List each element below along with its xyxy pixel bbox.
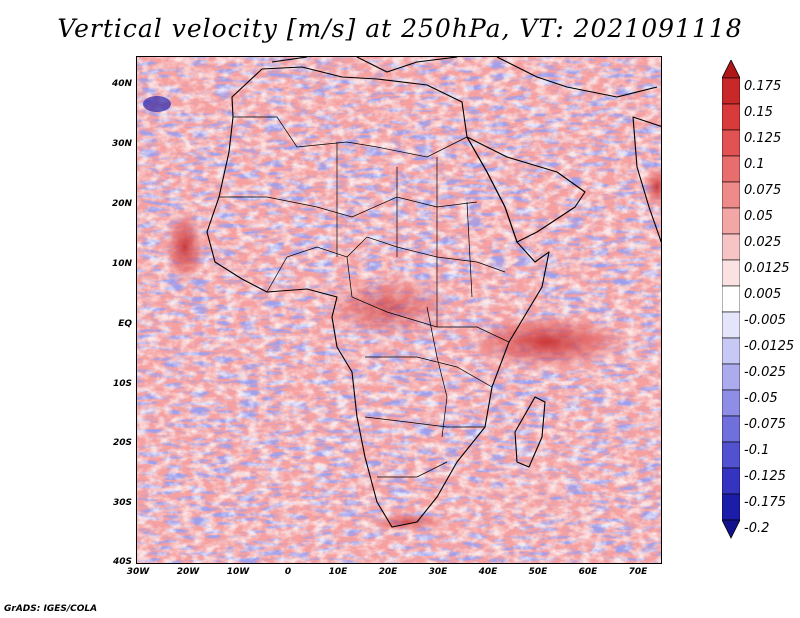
colorbar-label: -0.025 <box>744 365 786 380</box>
colorbar-cell <box>722 311 740 339</box>
colorbar-cell <box>722 233 740 261</box>
colorbar-label: 0.075 <box>744 183 782 198</box>
colorbar-cell <box>722 129 740 157</box>
colorbar-label: 0.05 <box>744 209 773 224</box>
lon-label-60e: 60E <box>578 567 598 577</box>
colorbar-label: -0.2 <box>744 521 770 536</box>
descent-region-atlantic <box>143 96 171 112</box>
colorbar-label: 0.025 <box>744 235 782 250</box>
colorbar-cell <box>722 181 740 209</box>
colorbar-label: -0.0125 <box>744 339 795 354</box>
colorbar-label: 0.125 <box>744 131 782 146</box>
lat-label-20s: 20S <box>112 438 132 448</box>
europe-coastline <box>271 57 658 98</box>
lat-label-20n: 20N <box>111 199 132 209</box>
country-borders <box>219 116 510 478</box>
lat-label-30s: 30S <box>112 498 132 508</box>
velocity-map <box>136 56 662 564</box>
colorbar-cell <box>722 207 740 235</box>
lon-label-20e: 20E <box>378 567 398 577</box>
coastlines <box>206 57 661 528</box>
colorbar-cells <box>722 60 740 539</box>
africa-coastline <box>206 66 550 528</box>
lon-label-70e: 70E <box>628 567 648 577</box>
lat-label-40n: 40N <box>111 79 132 89</box>
ascent-region-south-africa <box>367 512 447 532</box>
arabia-coastline <box>466 136 586 243</box>
map-title: Vertical velocity [m/s] at 250hPa, VT: 2… <box>57 14 743 43</box>
colorbar <box>722 60 740 539</box>
ascent-region-india <box>643 167 661 207</box>
lat-label-eq: EQ <box>118 319 132 329</box>
lat-label-40s: 40S <box>112 557 132 567</box>
ascent-region-indian-ocean <box>457 312 637 372</box>
lon-label-30w: 30W <box>126 567 150 577</box>
colorbar-cell <box>722 155 740 183</box>
colorbar-label: -0.075 <box>744 417 786 432</box>
lat-label-10n: 10N <box>111 259 132 269</box>
colorbar-cell <box>722 285 740 313</box>
lon-label-10w: 10W <box>226 567 250 577</box>
colorbar-top-arrow <box>722 60 740 79</box>
colorbar-cell <box>722 103 740 131</box>
colorbar-cell <box>722 77 740 105</box>
colorbar-cell <box>722 389 740 417</box>
velocity-field <box>137 57 661 563</box>
colorbar-cell <box>722 467 740 495</box>
colorbar-label: -0.05 <box>744 391 778 406</box>
lat-label-10s: 10S <box>112 379 132 389</box>
colorbar-label: 0.005 <box>744 287 782 302</box>
colorbar-label: 0.175 <box>744 79 782 94</box>
lon-label-20w: 20W <box>176 567 200 577</box>
colorbar-label: -0.175 <box>744 495 786 510</box>
india-coastline <box>632 116 661 243</box>
colorbar-cell <box>722 259 740 287</box>
lat-label-30n: 30N <box>111 139 132 149</box>
lon-label-40e: 40E <box>478 567 498 577</box>
colorbar-label: -0.125 <box>744 469 786 484</box>
colorbar-cell <box>722 363 740 391</box>
colorbar-cell <box>722 493 740 521</box>
colorbar-label: -0.005 <box>744 313 786 328</box>
colorbar-label: 0.15 <box>744 105 773 120</box>
ascent-region-west-africa <box>163 207 207 287</box>
lon-label-10e: 10E <box>328 567 348 577</box>
ascent-region-central-africa <box>317 272 457 342</box>
madagascar-coastline <box>514 396 546 468</box>
lon-label-30e: 30E <box>428 567 448 577</box>
colorbar-label: 0.1 <box>744 157 765 172</box>
colorbar-bottom-arrow <box>722 519 740 539</box>
colorbar-cell <box>722 441 740 469</box>
colorbar-cell <box>722 337 740 365</box>
lon-label-0: 0 <box>284 567 292 577</box>
grads-credit: GrADS: IGES/COLA <box>4 604 98 614</box>
colorbar-label: -0.1 <box>744 443 770 458</box>
colorbar-label: 0.0125 <box>744 261 790 276</box>
colorbar-cell <box>722 415 740 443</box>
lon-label-50e: 50E <box>528 567 548 577</box>
